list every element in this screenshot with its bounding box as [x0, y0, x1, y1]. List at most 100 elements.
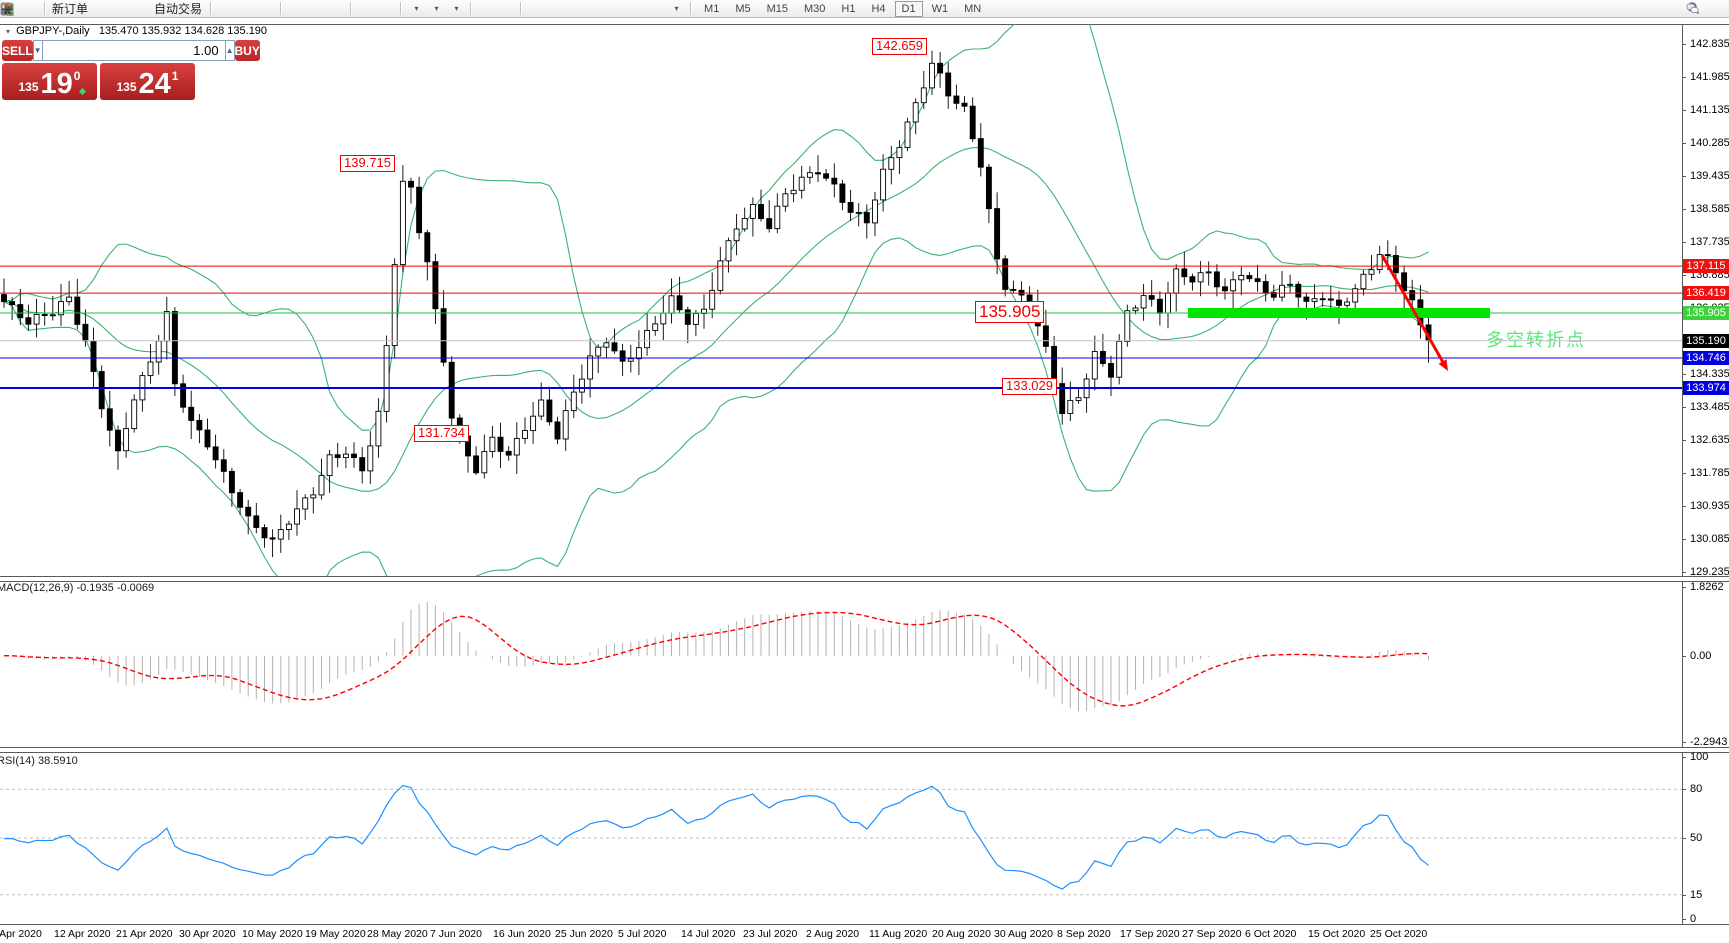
text-button[interactable]: A	[4, 1, 646, 17]
dropdown-caret-icon[interactable]: ▾	[434, 4, 439, 13]
channel-button[interactable]: E	[0, 1, 606, 17]
price-axis-label: 133.485	[1690, 401, 1729, 413]
cursor-button[interactable]	[5, 1, 496, 17]
trend-arrow[interactable]	[1380, 254, 1448, 371]
price-tick	[1682, 209, 1686, 210]
volume-input[interactable]	[42, 40, 225, 61]
crosshair-button[interactable]	[1, 1, 516, 17]
rsi-axis-label: 15	[1690, 889, 1703, 901]
price-callout-142.659[interactable]: 142.659	[872, 38, 927, 55]
price-tick	[1682, 506, 1686, 507]
signals-button[interactable]	[3, 1, 152, 17]
macd-tick	[1682, 656, 1686, 657]
sell-button[interactable]: SELL	[2, 40, 33, 61]
vline-button[interactable]	[6, 1, 546, 17]
chat-button[interactable]	[1686, 0, 1725, 16]
main-toolbar: 新订单 自动交易 ▾ ▾ ▾ E F A T ▾ M1 M5 M15 M30 H1 H4 D1 W1 MN	[0, 0, 1729, 18]
label-button[interactable]: T	[1, 1, 666, 17]
line-chart-button[interactable]	[0, 1, 276, 17]
date-label: 27 Sep 2020	[1182, 928, 1242, 940]
rsi-tick	[1682, 895, 1686, 896]
bars-chart-button[interactable]	[2, 1, 236, 17]
date-label: 16 Jun 2020	[493, 928, 551, 940]
bollinger-middle-band	[3, 146, 1429, 492]
periods-button[interactable]: ▾	[1, 1, 446, 17]
timeframe-d1[interactable]: D1	[894, 0, 923, 17]
date-label: 19 May 2020	[305, 928, 366, 940]
buy-price-box[interactable]: 135 24 1	[100, 63, 195, 100]
buy-price-whole: 135	[116, 80, 137, 94]
macd-axis-label: 0.00	[1690, 650, 1712, 662]
timeframe-m1[interactable]: M1	[704, 2, 720, 15]
trendline-button[interactable]	[1, 1, 586, 17]
dropdown-caret-icon[interactable]: ▾	[414, 4, 419, 13]
price-callout-131.734[interactable]: 131.734	[414, 425, 469, 442]
zoom-out-button[interactable]	[1, 1, 326, 17]
macd-axis-label: 1.8262	[1690, 581, 1724, 593]
new-order-button[interactable]: 新订单	[1, 1, 92, 17]
price-tick	[1682, 44, 1686, 45]
volume-decrease-button[interactable]: ▼	[32, 40, 43, 61]
date-label: 6 Oct 2020	[1245, 928, 1297, 940]
tile-windows-button[interactable]	[1, 1, 346, 17]
macd-tick	[1682, 742, 1686, 743]
zoom-in-button[interactable]	[1, 1, 306, 17]
toolbar-separator	[520, 2, 523, 15]
rsi-tick	[1682, 838, 1686, 839]
sell-price-box[interactable]: 135 19 0	[2, 63, 97, 100]
hline-button[interactable]	[1, 1, 566, 17]
symbol-period-label: GBPJPY-,Daily	[16, 25, 90, 37]
mql-upload-button[interactable]	[1, 1, 132, 17]
autotrade-label: 自动交易	[154, 2, 203, 16]
bollinger-upper-band	[3, 24, 1429, 431]
gold-button[interactable]	[1, 1, 112, 17]
bollinger-lower-band	[3, 237, 1429, 576]
indicators-button[interactable]: ▾	[1, 1, 426, 17]
autotrade-button[interactable]: 自动交易	[1, 1, 206, 17]
date-label: 7 Jun 2020	[430, 928, 482, 940]
price-axis-label: 129.235	[1690, 566, 1729, 578]
support-highlight-bar[interactable]	[1188, 308, 1490, 318]
dropdown-caret-icon[interactable]: ▾	[674, 4, 679, 13]
chart-shift-button[interactable]	[3, 1, 396, 17]
timeframe-w1[interactable]: W1	[931, 2, 949, 15]
timeframe-m5[interactable]: M5	[735, 2, 751, 15]
timeframe-h4[interactable]: H4	[871, 2, 886, 15]
toolbar-separator	[350, 2, 353, 15]
buy-button[interactable]: BUY	[234, 40, 260, 61]
date-label: 30 Aug 2020	[994, 928, 1053, 940]
chart-annotation-text[interactable]: 多空转折点	[1486, 330, 1586, 350]
timeframe-m15[interactable]: M15	[766, 2, 788, 15]
templates-button[interactable]: ▾	[1, 1, 466, 17]
shapes-button[interactable]: ▾	[2, 1, 686, 17]
timeframe-m30[interactable]: M30	[804, 2, 826, 15]
candles	[1, 50, 1432, 558]
toolbar-separator	[44, 2, 46, 15]
rsi-tick	[1682, 919, 1686, 920]
candles-chart-button[interactable]	[2, 1, 256, 17]
price-callout-139.715[interactable]: 139.715	[340, 155, 395, 172]
toolbar-separator	[400, 2, 403, 15]
price-tick	[1682, 176, 1686, 177]
fibonacci-button[interactable]: F	[1, 1, 626, 17]
timeframe-mn[interactable]: MN	[964, 2, 982, 15]
new-order-label: 新订单	[52, 2, 89, 16]
dropdown-caret-icon[interactable]: ▾	[454, 4, 459, 13]
sell-price-pips: 19	[40, 68, 73, 100]
macd-panel	[3, 602, 1429, 712]
chart-title: ▾ GBPJPY-,Daily 135.470 135.932 134.628 …	[6, 25, 267, 37]
price-callout-135.905[interactable]: 135.905	[975, 301, 1045, 323]
macd-histogram	[11, 602, 1429, 712]
price-callout-133.029[interactable]: 133.029	[1002, 378, 1057, 395]
timeframe-h1[interactable]: H1	[841, 2, 856, 15]
price-tick	[1682, 440, 1686, 441]
sell-price-point: 0	[73, 69, 81, 83]
main-chart	[0, 24, 1682, 576]
chart-menu-icon[interactable]: ▾	[6, 27, 11, 36]
market-watch-button[interactable]	[0, 1, 40, 17]
price-tick	[1682, 473, 1686, 474]
rsi-line	[4, 784, 1429, 890]
volume-increase-button[interactable]: ▲	[224, 40, 235, 61]
auto-scroll-button[interactable]	[2, 1, 376, 17]
